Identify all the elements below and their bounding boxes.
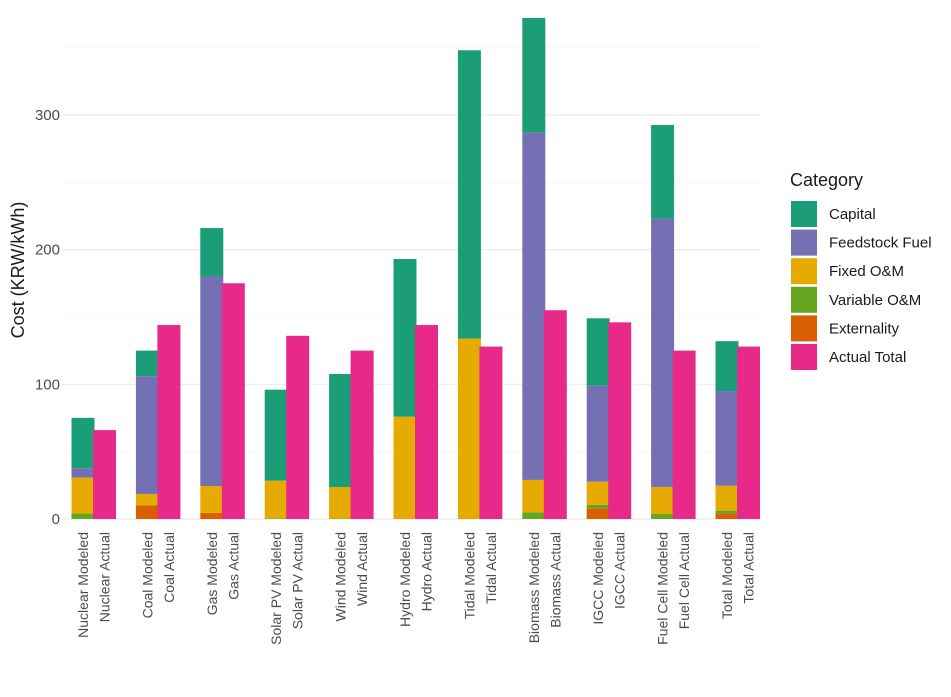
- bar-segment-externality: [135, 505, 159, 519]
- bar-segment-actual-total: [350, 350, 374, 519]
- bar-segment-capital: [651, 125, 675, 219]
- x-tick-label: Nuclear Modeled: [75, 532, 91, 638]
- bar-segment-feedstock-fuel: [71, 468, 95, 478]
- x-tick-label: Solar PV Actual: [290, 532, 306, 629]
- bar-segment-variable-o-m: [264, 518, 288, 519]
- x-tick-label: Wind Modeled: [333, 532, 349, 622]
- bar-segment-capital: [715, 341, 739, 392]
- y-tick-label: 0: [52, 511, 60, 528]
- bar-segment-actual-total: [221, 283, 245, 519]
- bar-segment-fixed-o-m: [329, 487, 353, 519]
- bar-segment-fixed-o-m: [71, 477, 95, 514]
- bar-segment-capital: [329, 373, 353, 488]
- x-tick-label: Solar PV Modeled: [268, 532, 284, 645]
- y-tick-label: 300: [35, 107, 60, 124]
- bar-segment-fixed-o-m: [200, 485, 224, 513]
- legend-swatch: [791, 258, 817, 285]
- x-tick-label: Coal Modeled: [139, 532, 155, 618]
- legend-swatch: [791, 344, 817, 370]
- bar-segment-actual-total: [543, 310, 567, 519]
- x-tick-label: Fuel Cell Actual: [676, 532, 692, 629]
- bar-segment-capital: [264, 389, 288, 481]
- x-tick-label: Tidal Modeled: [461, 532, 477, 619]
- bar-segment-feedstock-fuel: [522, 132, 546, 480]
- bar-segment-capital: [71, 417, 95, 469]
- legend-label: Externality: [829, 320, 900, 337]
- bar-segment-variable-o-m: [715, 510, 739, 514]
- bar-segment-capital: [393, 259, 417, 417]
- bar-segment-variable-o-m: [71, 513, 95, 519]
- bar-segment-variable-o-m: [586, 504, 610, 509]
- x-tick-label: Biomass Actual: [547, 532, 563, 628]
- bar-segment-feedstock-fuel: [651, 218, 675, 487]
- bar-segment-actual-total: [93, 430, 116, 519]
- bar-segment-capital: [200, 228, 224, 277]
- x-tick-label: IGCC Modeled: [590, 532, 606, 625]
- bar-segment-fixed-o-m: [586, 481, 610, 505]
- legend-label: Actual Total: [829, 349, 906, 366]
- bar-segment-variable-o-m: [651, 514, 675, 519]
- bar-segment-externality: [200, 512, 224, 519]
- bar-segment-fixed-o-m: [393, 416, 417, 519]
- x-tick-label: Hydro Actual: [419, 532, 435, 611]
- legend-label: Feedstock Fuel: [829, 235, 932, 252]
- legend-swatch: [791, 229, 817, 256]
- bar-segment-actual-total: [157, 325, 181, 519]
- bar-segment-fixed-o-m: [715, 485, 739, 511]
- y-tick-label: 100: [35, 376, 60, 393]
- x-tick-label: Hydro Modeled: [397, 532, 413, 627]
- bar-segment-actual-total: [672, 350, 696, 519]
- bar-segment-actual-total: [479, 346, 503, 519]
- y-tick-label: 200: [35, 242, 60, 259]
- bar-segment-actual-total: [286, 335, 310, 519]
- bar-segment-variable-o-m: [522, 512, 546, 519]
- legend-swatch: [791, 201, 817, 227]
- x-tick-label: IGCC Actual: [612, 532, 628, 609]
- x-tick-label: Biomass Modeled: [526, 532, 542, 643]
- y-axis-label: Cost (KRW/kWh): [8, 202, 28, 339]
- legend-swatch: [791, 286, 817, 313]
- bar-segment-capital: [522, 17, 546, 133]
- x-tick-label: Coal Actual: [161, 532, 177, 603]
- x-tick-label: Gas Actual: [225, 532, 241, 600]
- bar-segment-feedstock-fuel: [715, 391, 739, 486]
- bar-segment-capital: [586, 318, 610, 386]
- x-tick-label: Tidal Actual: [483, 532, 499, 604]
- bar-segment-feedstock-fuel: [200, 276, 224, 486]
- bar-segment-externality: [586, 508, 610, 519]
- x-tick-label: Nuclear Actual: [97, 532, 113, 622]
- legend-swatch: [791, 315, 817, 342]
- x-tick-label: Total Actual: [741, 532, 757, 604]
- bar-segment-capital: [457, 50, 481, 339]
- bar-segment-fixed-o-m: [457, 338, 481, 519]
- bar-segment-externality: [715, 513, 739, 519]
- bar-segment-fixed-o-m: [135, 493, 159, 506]
- x-tick-label: Total Modeled: [719, 532, 735, 619]
- bar-segment-fixed-o-m: [522, 479, 546, 513]
- bar-segment-actual-total: [737, 346, 760, 519]
- legend-label: Fixed O&M: [829, 263, 904, 280]
- bar-segment-fixed-o-m: [264, 480, 288, 519]
- x-tick-label: Gas Modeled: [204, 532, 220, 615]
- legend-label: Capital: [829, 206, 876, 223]
- bar-segment-fixed-o-m: [651, 486, 675, 515]
- x-tick-label: Fuel Cell Modeled: [655, 532, 671, 645]
- bar-segment-feedstock-fuel: [586, 385, 610, 482]
- bar-segment-capital: [135, 350, 159, 377]
- legend-label: Variable O&M: [829, 292, 921, 309]
- bar-segment-actual-total: [608, 322, 632, 519]
- legend-title: Category: [790, 170, 863, 190]
- bar-segment-actual-total: [415, 325, 438, 519]
- x-tick-label: Wind Actual: [354, 532, 370, 606]
- bar-segment-feedstock-fuel: [135, 376, 159, 494]
